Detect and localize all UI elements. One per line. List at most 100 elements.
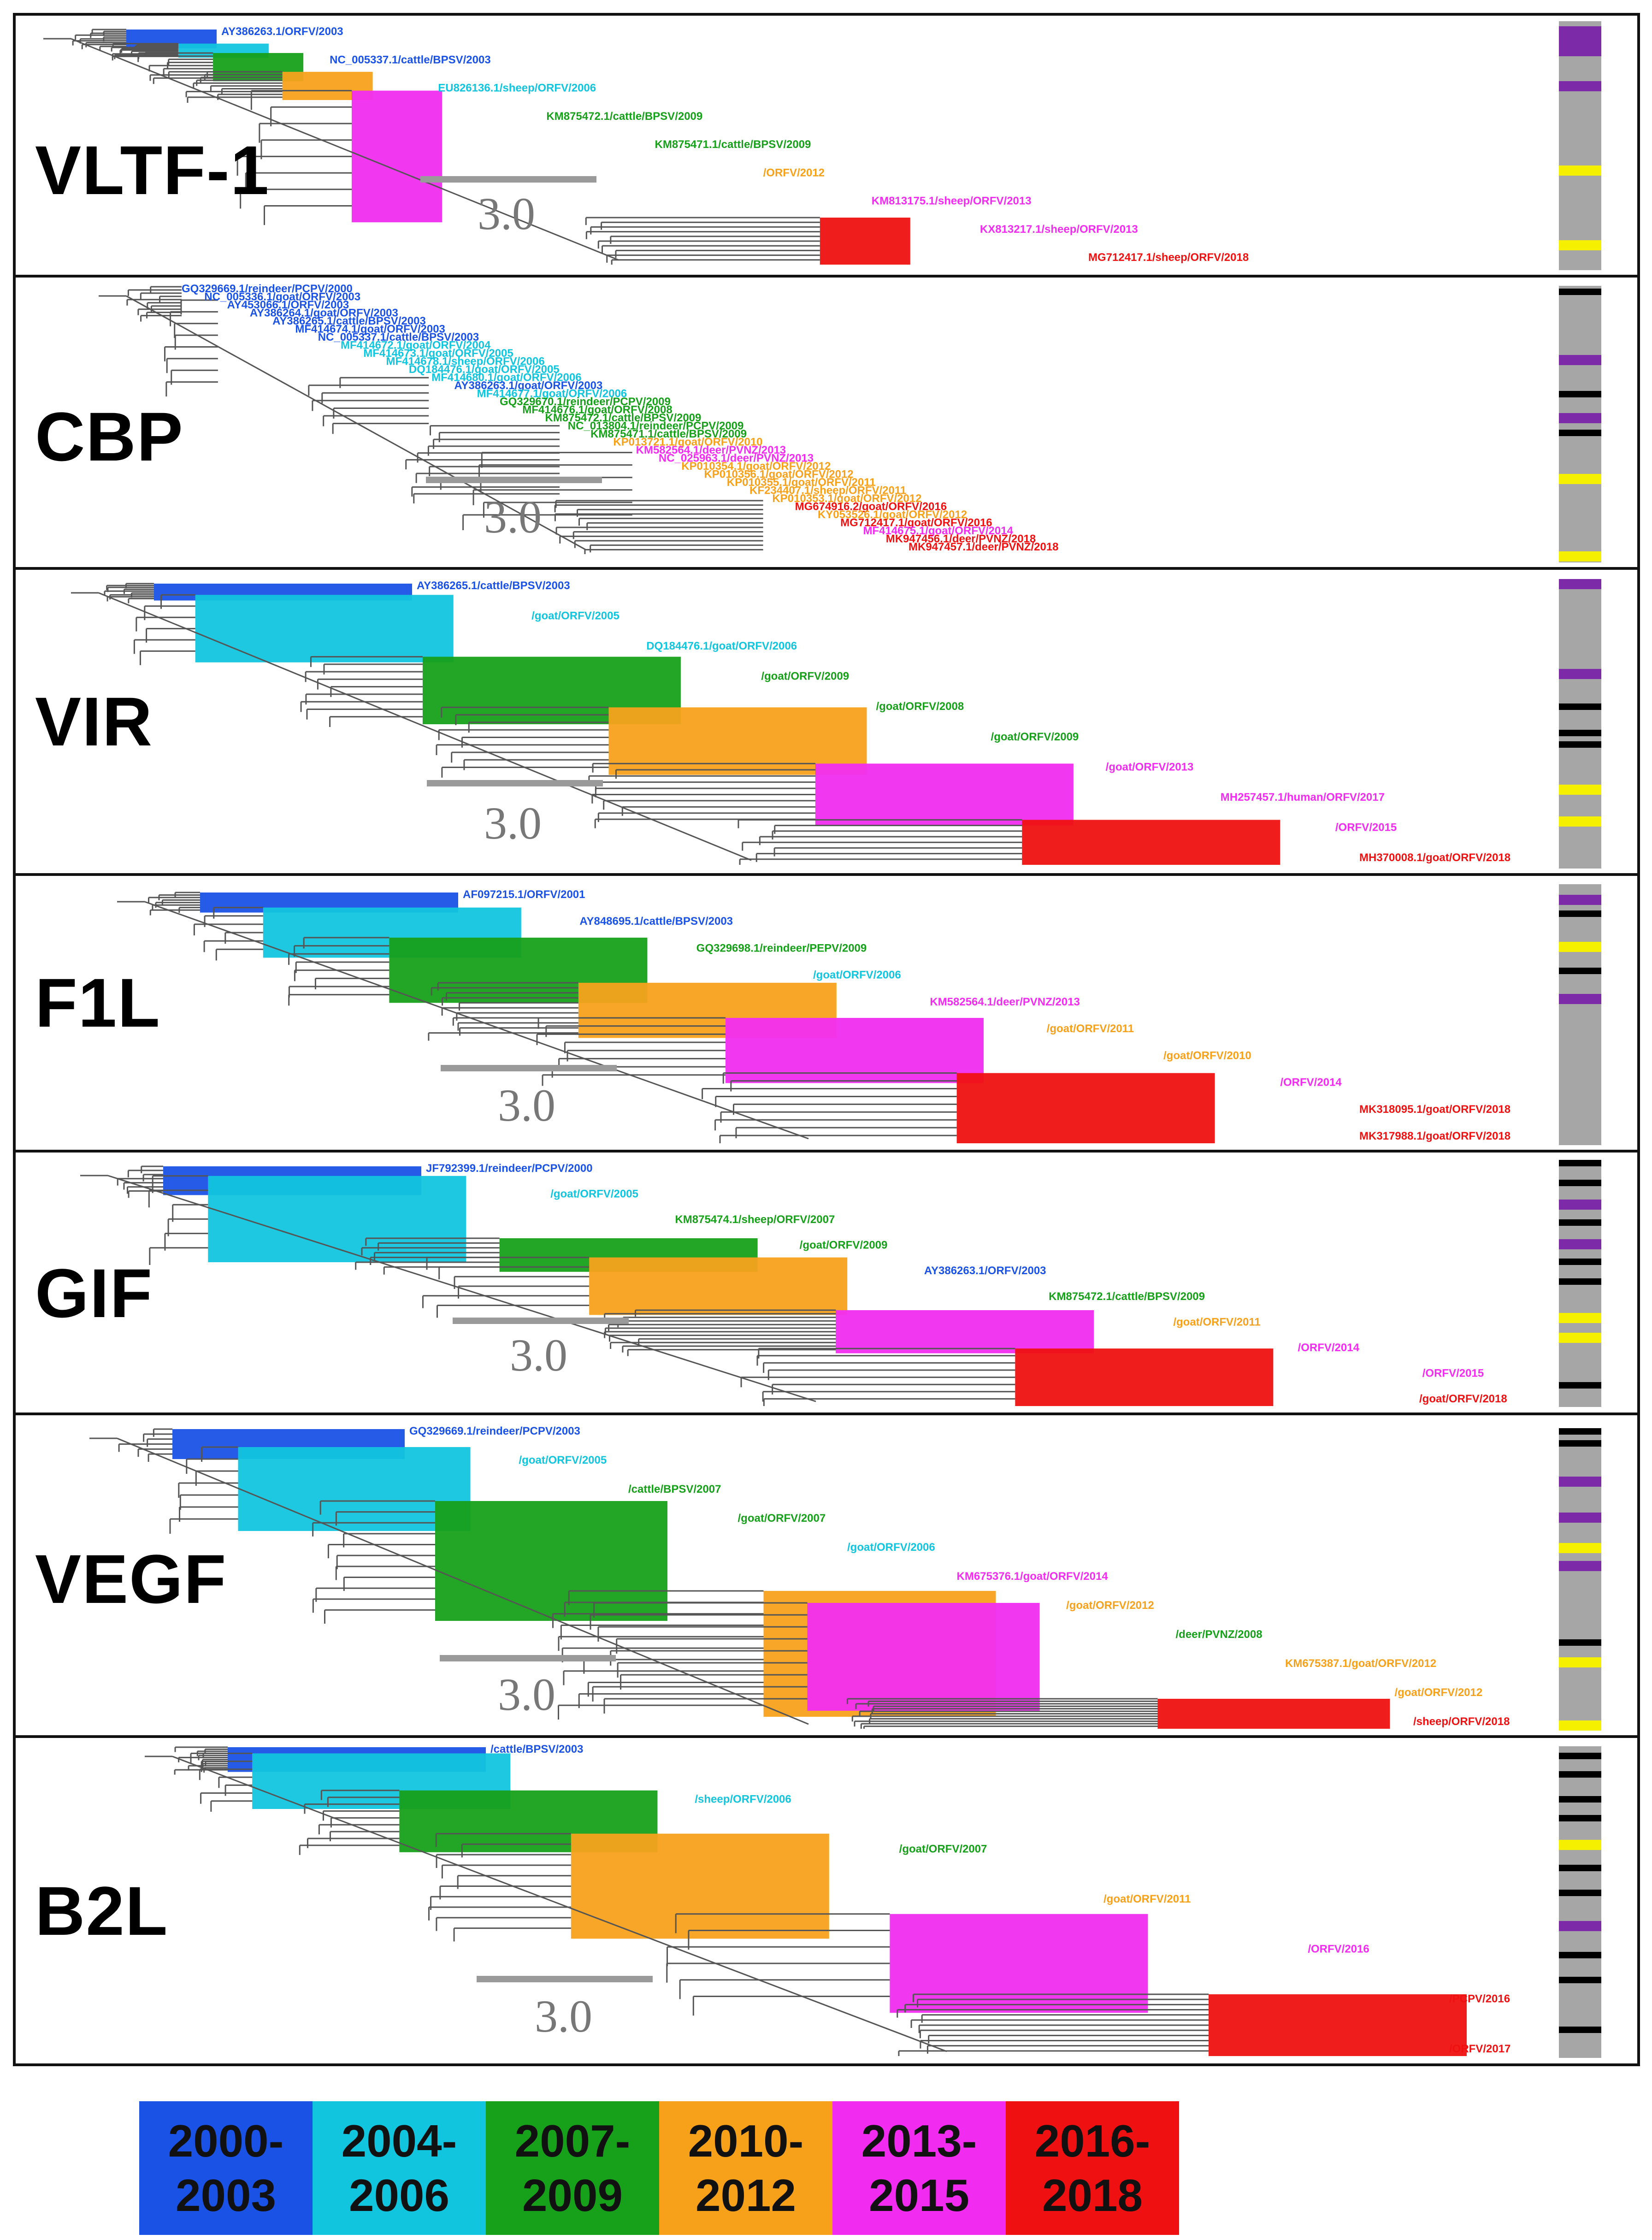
tree-root <box>144 901 809 1140</box>
strip-band <box>1559 1865 1601 1871</box>
panel-gif: JF792399.1/reindeer/PCPV/2000/goat/ORFV/… <box>13 1150 1640 1415</box>
leaf-label-block <box>836 1310 1094 1353</box>
tree-vegf: GQ329669.1/reindeer/PCPV/2003/goat/ORFV/… <box>89 1425 1510 1729</box>
leaf-label: /goat/ORFV/2009 <box>761 670 849 683</box>
strip-band <box>1559 1561 1601 1571</box>
leaf-label: AY386263.1/ORFV/2003 <box>924 1265 1046 1277</box>
strip-band <box>1559 910 1601 917</box>
panel-title: B2L <box>35 1872 169 1950</box>
leaf-label: MF414674.1/goat/ORFV/2003 <box>295 323 445 336</box>
strip-band <box>1559 1219 1601 1226</box>
strip-band <box>1559 1428 1601 1435</box>
strip-band <box>1559 1796 1601 1803</box>
leaf-label-block <box>815 763 1074 826</box>
strip-band <box>1559 669 1601 679</box>
leaf-label: AY386264.1/goat/ORFV/2003 <box>250 307 398 319</box>
strip-band <box>1559 1180 1601 1186</box>
leaf-label: NC_013804.1/reindeer/PCPV/2009 <box>568 420 744 432</box>
strip-band <box>1559 1278 1601 1285</box>
leaf-label: KP013721.1/goat/ORFV/2010 <box>613 436 762 449</box>
leaf-label: /goat/ORFV/2008 <box>876 700 964 713</box>
legend-label-end: 2003 <box>175 2170 276 2221</box>
leaf-label: AY848695.1/cattle/BPSV/2003 <box>579 915 733 928</box>
leaf-label: /cattle/BPSV/2007 <box>628 1483 721 1495</box>
leaf-label: /sheep/ORFV/2018 <box>1413 1715 1510 1728</box>
leaf-label: KX813217.1/sheep/ORFV/2013 <box>980 223 1138 236</box>
strip-band <box>1559 968 1601 974</box>
legend-label-end: 2018 <box>1042 2170 1143 2221</box>
leaf-label: AF097215.1/ORFV/2001 <box>463 888 585 901</box>
leaf-label-block <box>956 1073 1215 1143</box>
leaf-label: KP010356.1/goat/ORFV/2012 <box>704 468 853 481</box>
strip-band <box>1559 1513 1601 1523</box>
leaf-label: NC_005337.1/cattle/BPSV/2003 <box>330 53 491 66</box>
annotation-strip <box>1559 21 1601 270</box>
legend-item-2007-2009: 2007- 2009 <box>486 2101 659 2235</box>
annotation-strip <box>1559 1160 1601 1407</box>
leaf-label: KM582564.1/deer/PVNZ/2013 <box>930 996 1080 1008</box>
strip-band <box>1559 355 1601 365</box>
scale-bar <box>426 477 602 483</box>
leaf-label: /deer/PVNZ/2008 <box>1176 1628 1263 1641</box>
leaf-label: MF414672.1/goat/ORFV/2004 <box>341 339 491 352</box>
legend-label-end: 2015 <box>868 2170 969 2221</box>
strip-band <box>1559 1720 1601 1731</box>
legend-label-start: 2010- <box>688 2116 804 2166</box>
leaf-label-block <box>571 1833 829 1939</box>
leaf-label: KP010354.1/goat/ORFV/2012 <box>681 460 831 473</box>
strip-band <box>1559 551 1601 561</box>
leaf-label: /goat/ORFV/2007 <box>738 1512 826 1525</box>
strip-band <box>1559 46 1601 56</box>
strip-band <box>1559 240 1601 250</box>
leaf-label: MG712417.1/goat/ORFV/2016 <box>840 517 992 529</box>
scale-label: 3.0 <box>484 491 542 543</box>
leaf-label: /sheep/ORFV/2006 <box>695 1793 791 1805</box>
legend-item-2013-2015: 2013- 2015 <box>832 2101 1006 2235</box>
legend-label-end: 2009 <box>522 2170 623 2221</box>
leaf-label: KF234407.1/sheep/ORFV/2011 <box>749 485 906 497</box>
legend-label-start: 2007- <box>514 2116 631 2166</box>
strip-band <box>1559 1753 1601 1759</box>
strip-band <box>1559 1657 1601 1667</box>
leaf-label: KP010353.1/goat/ORFV/2012 <box>772 492 921 505</box>
strip-band <box>1559 1921 1601 1931</box>
strip-band <box>1559 1890 1601 1896</box>
panel-vir: AY386265.1/cattle/BPSV/2003/goat/ORFV/20… <box>13 567 1640 876</box>
strip-band <box>1559 1840 1601 1850</box>
scale-bar <box>440 1655 616 1661</box>
leaf-label: MF414680.1/goat/ORFV/2006 <box>431 372 581 384</box>
leaf-label: MF414677.1/goat/ORFV/2006 <box>477 388 627 400</box>
strip-band <box>1559 1160 1601 1166</box>
leaf-label: /goat/ORFV/2012 <box>1395 1686 1483 1699</box>
strip-band <box>1559 1477 1601 1487</box>
leaf-label: EU826136.1/sheep/ORFV/2006 <box>438 82 596 95</box>
leaf-label-block <box>238 1447 471 1531</box>
leaf-label: /ORFV/2012 <box>763 166 825 179</box>
annotation-strip <box>1559 579 1601 869</box>
leaf-label: /goat/ORFV/2018 <box>1419 1393 1507 1405</box>
leaf-label-block <box>1022 820 1280 865</box>
legend-label-start: 2000- <box>168 2116 284 2166</box>
legend-item-2016-2018: 2016- 2018 <box>1006 2101 1179 2235</box>
panel-vltf1: AY386263.1/ORFV/2003 NC_005337.1/cattle/B… <box>13 13 1640 278</box>
leaf-label: KM875471.1/cattle/BPSV/2009 <box>590 428 747 440</box>
leaf-label: KM875472.1/cattle/BPSV/2009 <box>1049 1290 1205 1303</box>
leaf-label: NC_025963.1/deer/PVNZ/2013 <box>659 452 814 465</box>
strip-band <box>1559 1382 1601 1389</box>
leaf-label: /ORFV/2015 <box>1335 821 1397 833</box>
annotation-strip <box>1559 1746 1601 2058</box>
tree-root <box>107 1175 816 1402</box>
strip-band <box>1559 1200 1601 1210</box>
legend-item-2004-2006: 2004- 2006 <box>313 2101 486 2235</box>
leaf-label: MF414675.1/goat/ORFV/2014 <box>863 525 1013 537</box>
tree-b2l: /cattle/BPSV/2003/sheep/ORFV/2006/goat/O… <box>145 1743 1510 2056</box>
panel-f1l: AF097215.1/ORFV/2001 AY848695.1/cattle/BP… <box>13 873 1640 1153</box>
leaf-label: MF414673.1/goat/ORFV/2005 <box>363 347 513 360</box>
leaf-label: AY386265.1/cattle/BPSV/2003 <box>417 579 570 592</box>
strip-band <box>1559 703 1601 710</box>
tree-vltf1: AY386263.1/ORFV/2003 NC_005337.1/cattle/B… <box>43 25 1249 265</box>
leaf-label: MK317988.1/goat/ORFV/2018 <box>1359 1130 1510 1142</box>
leaf-label-block <box>1015 1348 1274 1406</box>
strip-band <box>1559 1259 1601 1265</box>
scale-bar <box>420 176 596 183</box>
